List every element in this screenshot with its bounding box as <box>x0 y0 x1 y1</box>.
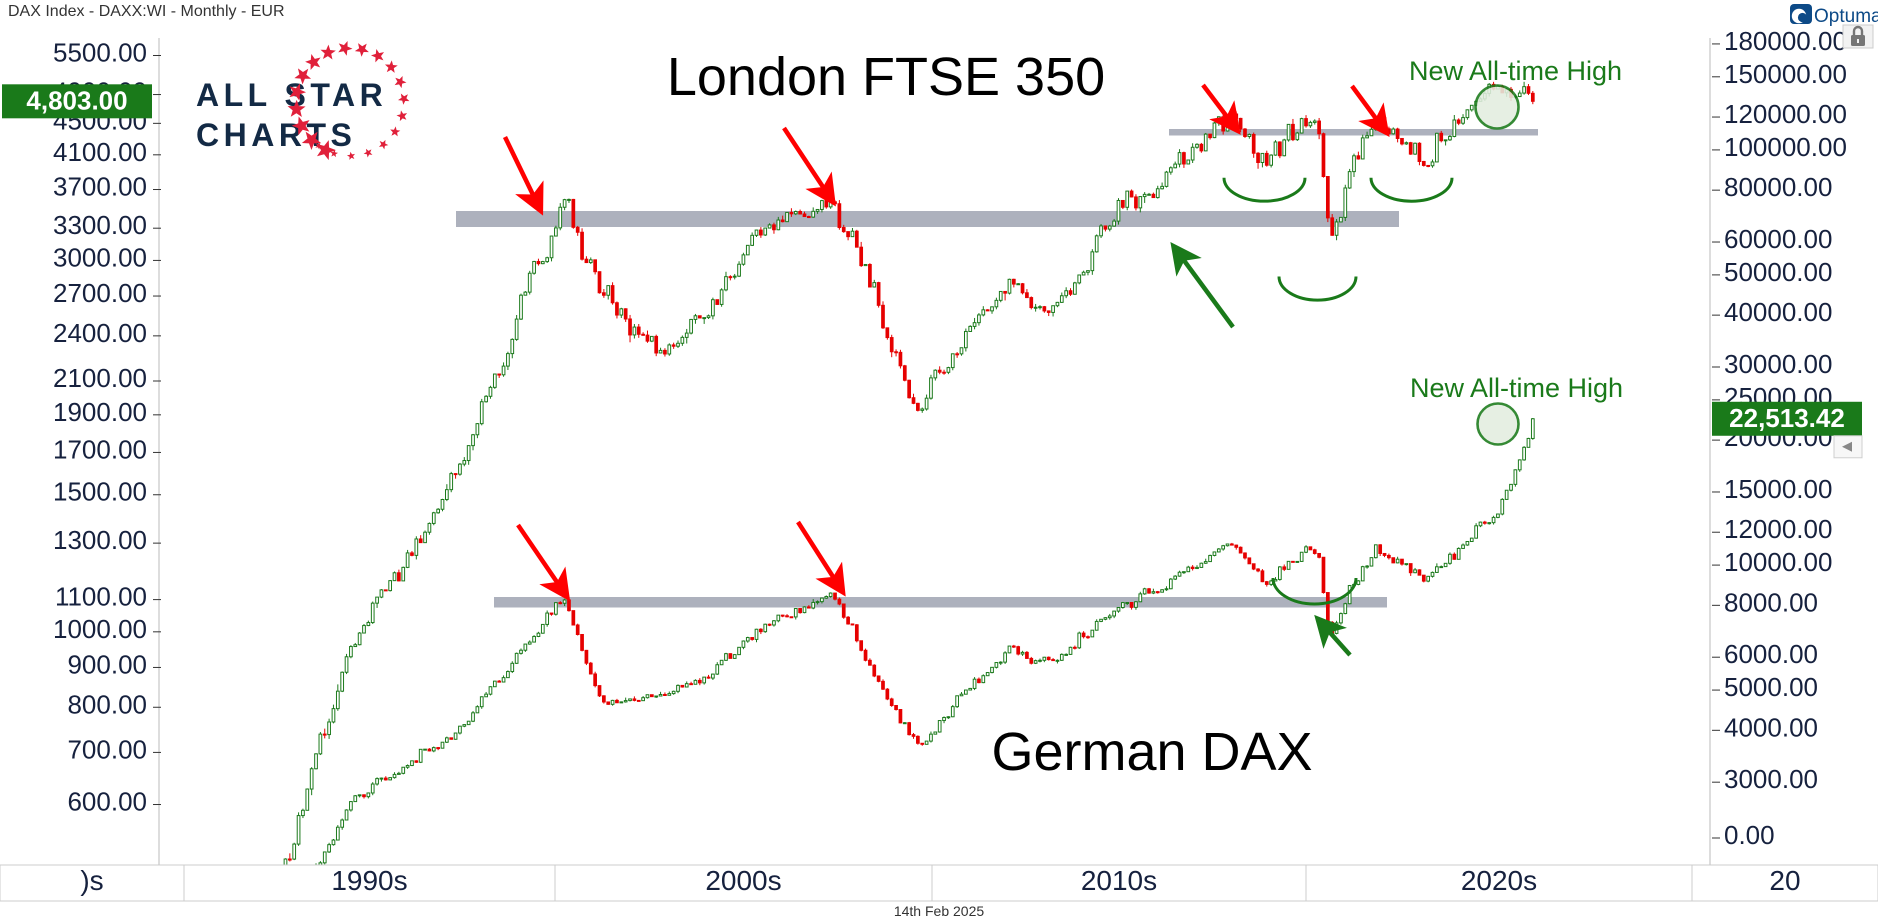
svg-text:German DAX: German DAX <box>991 722 1312 782</box>
svg-text:2020s: 2020s <box>1461 865 1537 896</box>
svg-text:1100.00: 1100.00 <box>55 582 147 612</box>
svg-text:2000s: 2000s <box>705 865 781 896</box>
svg-text:DAX Index - DAXX:WI - Monthly: DAX Index - DAXX:WI - Monthly - EUR <box>8 3 285 20</box>
svg-text:600.00: 600.00 <box>67 787 147 817</box>
svg-text:180000.00: 180000.00 <box>1724 26 1847 56</box>
svg-text:2100.00: 2100.00 <box>53 363 147 393</box>
svg-text:40000.00: 40000.00 <box>1724 297 1832 327</box>
svg-text:12000.00: 12000.00 <box>1724 514 1832 544</box>
svg-text:8000.00: 8000.00 <box>1724 587 1818 617</box>
svg-text:4100.00: 4100.00 <box>53 137 147 167</box>
svg-text:1900.00: 1900.00 <box>53 397 147 427</box>
svg-text:50000.00: 50000.00 <box>1724 257 1832 287</box>
svg-text:100000.00: 100000.00 <box>1724 132 1847 162</box>
svg-text:3000.00: 3000.00 <box>53 242 147 272</box>
svg-text:0.00: 0.00 <box>1724 820 1775 850</box>
svg-text:2010s: 2010s <box>1081 865 1157 896</box>
svg-text:1000.00: 1000.00 <box>53 614 147 644</box>
svg-text:800.00: 800.00 <box>67 689 147 719</box>
svg-text:5500.00: 5500.00 <box>53 38 147 68</box>
svg-text:60000.00: 60000.00 <box>1724 224 1832 254</box>
svg-text:CHARTS: CHARTS <box>196 117 356 153</box>
svg-text:20: 20 <box>1769 865 1800 896</box>
svg-text:3300.00: 3300.00 <box>53 210 147 240</box>
svg-text:Optuma: Optuma <box>1814 6 1878 27</box>
svg-text:120000.00: 120000.00 <box>1724 99 1847 129</box>
svg-text:15000.00: 15000.00 <box>1724 474 1832 504</box>
svg-text:1990s: 1990s <box>331 865 407 896</box>
svg-text:2400.00: 2400.00 <box>53 318 147 348</box>
svg-text:150000.00: 150000.00 <box>1724 59 1847 89</box>
svg-text:14th Feb 2025: 14th Feb 2025 <box>894 903 985 919</box>
svg-text:700.00: 700.00 <box>67 734 147 764</box>
svg-text:30000.00: 30000.00 <box>1724 349 1832 379</box>
svg-text:3000.00: 3000.00 <box>1724 764 1818 794</box>
svg-text:6000.00: 6000.00 <box>1724 639 1818 669</box>
svg-text:3700.00: 3700.00 <box>53 172 147 202</box>
svg-text:10000.00: 10000.00 <box>1724 547 1832 577</box>
svg-text:4,803.00: 4,803.00 <box>26 85 127 115</box>
svg-text:1300.00: 1300.00 <box>53 525 147 555</box>
svg-text:1700.00: 1700.00 <box>53 434 147 464</box>
svg-text:22,513.42: 22,513.42 <box>1729 403 1845 433</box>
svg-text:80000.00: 80000.00 <box>1724 172 1832 202</box>
svg-text:)s: )s <box>80 865 103 896</box>
svg-text:1500.00: 1500.00 <box>53 477 147 507</box>
svg-text:New All-time High: New All-time High <box>1410 373 1623 403</box>
svg-text:5000.00: 5000.00 <box>1724 672 1818 702</box>
svg-text:900.00: 900.00 <box>67 649 147 679</box>
svg-text:London FTSE 350: London FTSE 350 <box>667 47 1105 107</box>
svg-text:2700.00: 2700.00 <box>53 278 147 308</box>
svg-text:New All-time High: New All-time High <box>1409 56 1622 86</box>
svg-text:4000.00: 4000.00 <box>1724 712 1818 742</box>
